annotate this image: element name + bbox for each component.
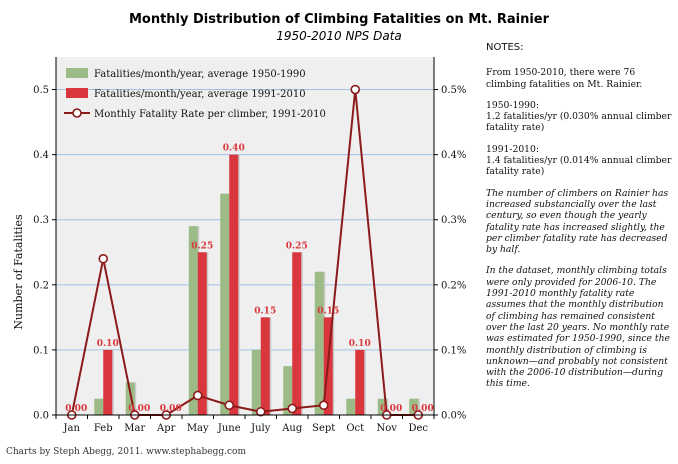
bar-1950-1990 [409, 398, 419, 415]
bar-1991-2010 [292, 252, 302, 415]
bar-1991-2010 [260, 317, 270, 415]
y-tick-label: 0.5 [33, 85, 49, 96]
data-label: 0.10 [349, 339, 371, 349]
x-tick-label: Apr [156, 423, 176, 434]
rate-point [350, 84, 361, 95]
rate-point [255, 406, 266, 417]
data-label: 0.00 [160, 404, 182, 414]
data-label: 0.10 [97, 339, 119, 349]
x-tick-label: Dec [408, 423, 428, 434]
bar-1950-1990 [94, 398, 104, 415]
data-label: 0.15 [317, 306, 339, 316]
rate-point [287, 403, 298, 414]
legend: Fatalities/month/year, average 1950-1990… [64, 68, 326, 120]
fatality-rate-line [66, 84, 424, 420]
legend-swatch-1950-1990 [66, 68, 88, 78]
bar-1991-2010 [355, 349, 365, 415]
y2-tick-label: 0.4% [441, 150, 466, 161]
credit-text: Charts by Steph Abegg, 2011. www.stephab… [6, 447, 246, 457]
x-tick-label: Jan [63, 423, 81, 434]
data-label: 0.25 [286, 241, 308, 251]
data-label: 0.15 [254, 306, 276, 316]
bar-1950-1990 [346, 398, 356, 415]
rate-point [192, 390, 203, 401]
rate-point [224, 400, 235, 411]
data-labels: 0.00 0.10 0.00 0.00 0.25 0.40 0.15 0.25 0.15 0.10… [65, 144, 433, 414]
y-tick-label: 0.4 [33, 150, 49, 161]
notes-1950-1990: 1950-1990: 1.2 fatalities/yr (0.030% ann… [486, 100, 672, 134]
y2-tick-label: 0.5% [441, 85, 466, 96]
bar-1950-1990 [377, 398, 387, 415]
bar-1950-1990 [283, 366, 293, 415]
axes: 0.0 0.1 0.2 0.3 0.4 0.5 0.0% 0.1% 0.2% 0.3% 0.4% 0.… [33, 57, 466, 434]
bar-1991-2010 [229, 154, 239, 416]
notes-dataset-caveat: In the dataset, monthly climbing totals … [486, 265, 670, 390]
y-axis-label: Number of Fatalities [12, 214, 25, 330]
legend-marker-rate [72, 108, 82, 118]
grid-lines [56, 89, 434, 351]
chart-subtitle: 1950-2010 NPS Data [276, 29, 402, 43]
x-tick-label: Oct [346, 423, 364, 434]
bar-1950-1990 [188, 226, 198, 415]
x-tick-label: Mar [124, 423, 145, 434]
notes-1991-2010-title: 1991-2010: [486, 143, 539, 155]
bar-1950-1990 [251, 349, 261, 415]
notes-summary: From 1950-2010, there were 76 climbing f… [486, 67, 643, 90]
rate-point [98, 253, 109, 264]
y-tick-label: 0.2 [33, 280, 49, 291]
x-tick-label: June [217, 423, 241, 434]
data-label: 0.40 [223, 144, 245, 154]
data-label: 0.25 [191, 241, 213, 251]
notes-1950-1990-title: 1950-1990: [486, 99, 539, 111]
y-tick-label: 0.3 [33, 215, 49, 226]
notes-climber-increase: The number of climbers on Rainier has in… [486, 187, 669, 256]
x-tick-label: Aug [281, 423, 303, 434]
rate-point [318, 400, 329, 411]
bar-1950-1990 [125, 382, 135, 415]
notes-1991-2010-body: 1.4 fatalities/yr (0.014% annual climber… [486, 155, 672, 178]
y2-tick-label: 0.2% [441, 280, 466, 291]
x-tick-label: Sept [312, 423, 335, 434]
bar-1950-1990 [314, 271, 324, 415]
notes-1991-2010: 1991-2010: 1.4 fatalities/yr (0.014% ann… [486, 144, 672, 178]
legend-label-1991-2010: Fatalities/month/year, average 1991-2010 [94, 89, 306, 100]
bar-1991-2010 [197, 252, 207, 415]
bar-1991-2010 [103, 349, 113, 415]
y2-tick-label: 0.3% [441, 215, 466, 226]
chart-title: Monthly Distribution of Climbing Fatalit… [129, 12, 550, 27]
data-label: 0.00 [412, 404, 434, 414]
legend-swatch-1991-2010 [66, 88, 88, 98]
data-label: 0.00 [380, 404, 402, 414]
rate-line [70, 89, 419, 416]
y-tick-label: 0.1 [33, 345, 49, 356]
x-tick-label: Nov [377, 423, 398, 434]
notes-panel: NOTES: From 1950-2010, there were 76 cli… [486, 42, 672, 400]
data-label: 0.00 [65, 404, 87, 414]
notes-heading: NOTES: [486, 42, 524, 53]
bar-1950-1990 [220, 193, 230, 415]
legend-label-1950-1990: Fatalities/month/year, average 1950-1990 [94, 69, 306, 80]
plot-area [56, 57, 434, 415]
legend-label-rate: Monthly Fatality Rate per climber, 1991-… [94, 109, 326, 120]
y2-tick-label: 0.1% [441, 345, 466, 356]
x-tick-label: Feb [94, 423, 113, 434]
y2-tick-label: 0.0% [441, 411, 466, 422]
y-tick-label: 0.0 [33, 411, 49, 422]
x-tick-label: July [250, 423, 271, 434]
notes-1950-1990-body: 1.2 fatalities/yr (0.030% annual climber… [486, 111, 672, 134]
x-tick-label: May [187, 423, 209, 434]
data-label: 0.00 [128, 404, 150, 414]
